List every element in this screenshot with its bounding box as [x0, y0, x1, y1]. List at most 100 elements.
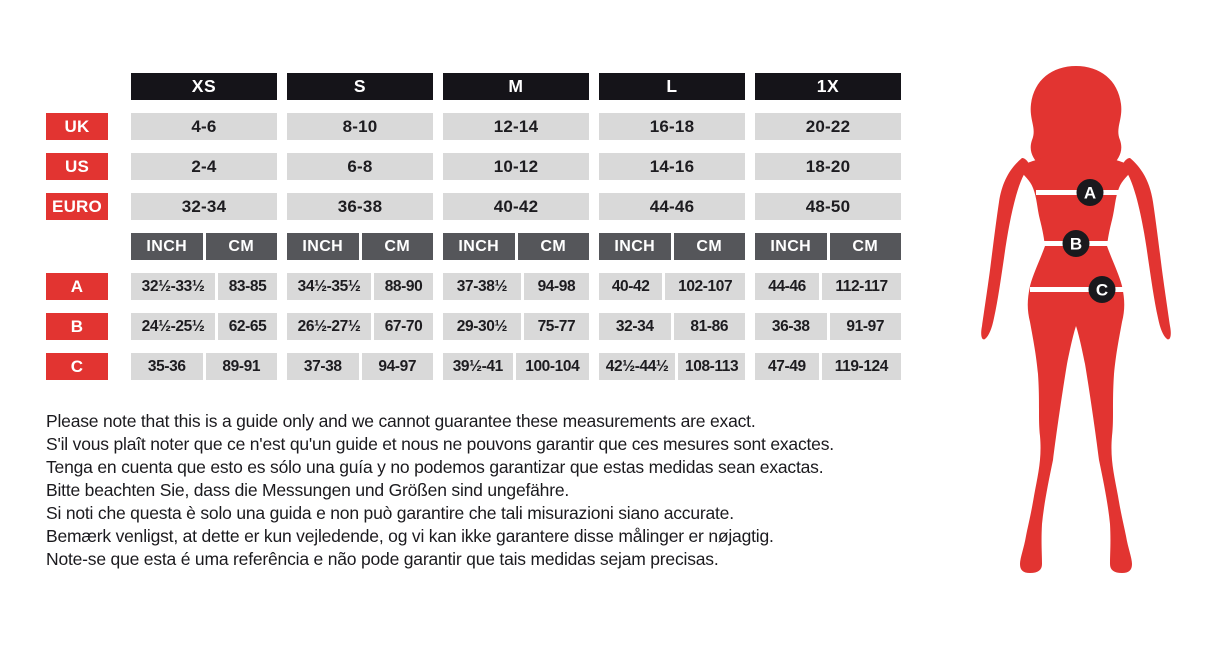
inch-header: INCH	[131, 233, 203, 260]
unit-pair-s: INCH CM	[287, 233, 433, 260]
waist-marker-letter: B	[1070, 235, 1082, 254]
size-header-row: XS S M L 1X	[46, 73, 901, 100]
unit-pair-1x: INCH CM	[755, 233, 901, 260]
region-row-us: US 2-4 6-8 10-12 14-16 18-20	[46, 153, 901, 180]
size-value-cell: 6-8	[287, 153, 433, 180]
cm-value-cell: 91-97	[829, 313, 901, 340]
row-label-spacer	[46, 233, 108, 260]
unit-pair-m: INCH CM	[443, 233, 589, 260]
cm-value-cell: 102-107	[665, 273, 745, 300]
measurement-pair: 47-49 119-124	[755, 353, 902, 380]
cm-value-cell: 119-124	[821, 353, 902, 380]
size-value-cell: 40-42	[443, 193, 589, 220]
disclaimer-line-da: Bemærk venligst, at dette er kun vejlede…	[46, 526, 774, 546]
cm-header: CM	[361, 233, 433, 260]
region-label-us: US	[46, 153, 108, 180]
size-header-s: S	[287, 73, 433, 100]
bust-marker-circle	[1076, 179, 1104, 206]
measurement-pair: 40-42 102-107	[599, 273, 745, 300]
disclaimer-line-it: Si noti che questa è solo una guida e no…	[46, 503, 734, 523]
units-header-row: INCH CM INCH CM INCH CM INCH CM INCH CM	[46, 233, 901, 260]
hip-marker-letter: C	[1096, 281, 1108, 300]
bust-marker-letter: A	[1084, 184, 1096, 203]
cm-value-cell: 108-113	[678, 353, 745, 380]
size-header-l: L	[599, 73, 745, 100]
measurement-pair: 42½-44½ 108-113	[599, 353, 745, 380]
unit-pair-xs: INCH CM	[131, 233, 277, 260]
size-header-1x: 1X	[755, 73, 901, 100]
size-value-cell: 14-16	[599, 153, 745, 180]
cm-value-cell: 62-65	[218, 313, 278, 340]
inch-value-cell: 47-49	[755, 353, 819, 380]
cm-value-cell: 88-90	[374, 273, 434, 300]
silhouette-right-arm	[1122, 158, 1171, 340]
inch-header: INCH	[755, 233, 827, 260]
inch-value-cell: 37-38½	[443, 273, 521, 300]
inch-header: INCH	[443, 233, 515, 260]
region-row-uk: UK 4-6 8-10 12-14 16-18 20-22	[46, 113, 901, 140]
cm-value-cell: 112-117	[822, 273, 901, 300]
disclaimer-line-fr: S'il vous plaît noter que ce n'est qu'un…	[46, 434, 834, 454]
inch-value-cell: 32-34	[599, 313, 671, 340]
inch-value-cell: 44-46	[755, 273, 820, 300]
size-value-cell: 10-12	[443, 153, 589, 180]
inch-value-cell: 26½-27½	[287, 313, 372, 340]
size-chart-table: XS S M L 1X UK 4-6 8-10 12-14 16-18 20-22 US 2-4 6-8 1…	[46, 73, 902, 380]
region-row-euro: EURO 32-34 36-38 40-42 44-46 48-50	[46, 193, 901, 220]
size-header-m: M	[443, 73, 589, 100]
measurement-pair: 39½-41 100-104	[443, 353, 590, 380]
size-value-cell: 4-6	[131, 113, 277, 140]
size-value-cell: 32-34	[131, 193, 277, 220]
measurement-row-a: A 32½-33½ 83-85 34½-35½ 88-90 37-38½ 94-98 40-4…	[46, 273, 901, 300]
cm-value-cell: 81-86	[673, 313, 745, 340]
cm-value-cell: 83-85	[218, 273, 278, 300]
size-value-cell: 8-10	[287, 113, 433, 140]
cm-header: CM	[205, 233, 277, 260]
inch-value-cell: 40-42	[599, 273, 663, 300]
inch-value-cell: 34½-35½	[287, 273, 372, 300]
size-value-cell: 48-50	[755, 193, 901, 220]
size-value-cell: 2-4	[131, 153, 277, 180]
measurement-pair: 36-38 91-97	[755, 313, 901, 340]
measurement-pair: 34½-35½ 88-90	[287, 273, 434, 300]
size-value-cell: 12-14	[443, 113, 589, 140]
disclaimer-line-es: Tenga en cuenta que esto es sólo una guí…	[46, 457, 824, 477]
waist-marker-circle	[1062, 230, 1090, 257]
region-label-euro: EURO	[46, 193, 108, 220]
region-label-uk: UK	[46, 113, 108, 140]
size-value-cell: 36-38	[287, 193, 433, 220]
size-value-cell: 20-22	[755, 113, 901, 140]
inch-value-cell: 32½-33½	[131, 273, 216, 300]
inch-value-cell: 42½-44½	[599, 353, 676, 380]
size-value-cell: 16-18	[599, 113, 745, 140]
measurement-pair: 44-46 112-117	[755, 273, 901, 300]
cm-value-cell: 94-97	[361, 353, 433, 380]
hip-measure-line	[1030, 287, 1124, 292]
inch-header: INCH	[599, 233, 671, 260]
cm-header: CM	[517, 233, 589, 260]
cm-value-cell: 94-98	[523, 273, 590, 300]
measurement-pair: 35-36 89-91	[131, 353, 277, 380]
inch-value-cell: 39½-41	[443, 353, 513, 380]
measurement-pair: 32-34 81-86	[599, 313, 745, 340]
cm-value-cell: 89-91	[205, 353, 277, 380]
cm-value-cell: 100-104	[515, 353, 590, 380]
measurement-label-a: A	[46, 273, 108, 300]
disclaimer-line-en: Please note that this is a guide only an…	[46, 411, 756, 431]
inch-header: INCH	[287, 233, 359, 260]
size-value-cell: 44-46	[599, 193, 745, 220]
row-label-spacer	[46, 73, 108, 100]
silhouette-left-arm	[981, 158, 1030, 340]
inch-value-cell: 37-38	[287, 353, 359, 380]
disclaimer-text: Please note that this is a guide only an…	[46, 410, 926, 571]
disclaimer-line-pt: Note-se que esta é uma referência e não …	[46, 549, 719, 569]
inch-value-cell: 36-38	[755, 313, 827, 340]
hip-marker-circle	[1088, 276, 1116, 303]
measurement-pair: 37-38 94-97	[287, 353, 433, 380]
measurement-label-b: B	[46, 313, 108, 340]
measurement-pair: 29-30½ 75-77	[443, 313, 590, 340]
inch-value-cell: 35-36	[131, 353, 203, 380]
size-header-xs: XS	[131, 73, 277, 100]
measurement-pair: 26½-27½ 67-70	[287, 313, 434, 340]
